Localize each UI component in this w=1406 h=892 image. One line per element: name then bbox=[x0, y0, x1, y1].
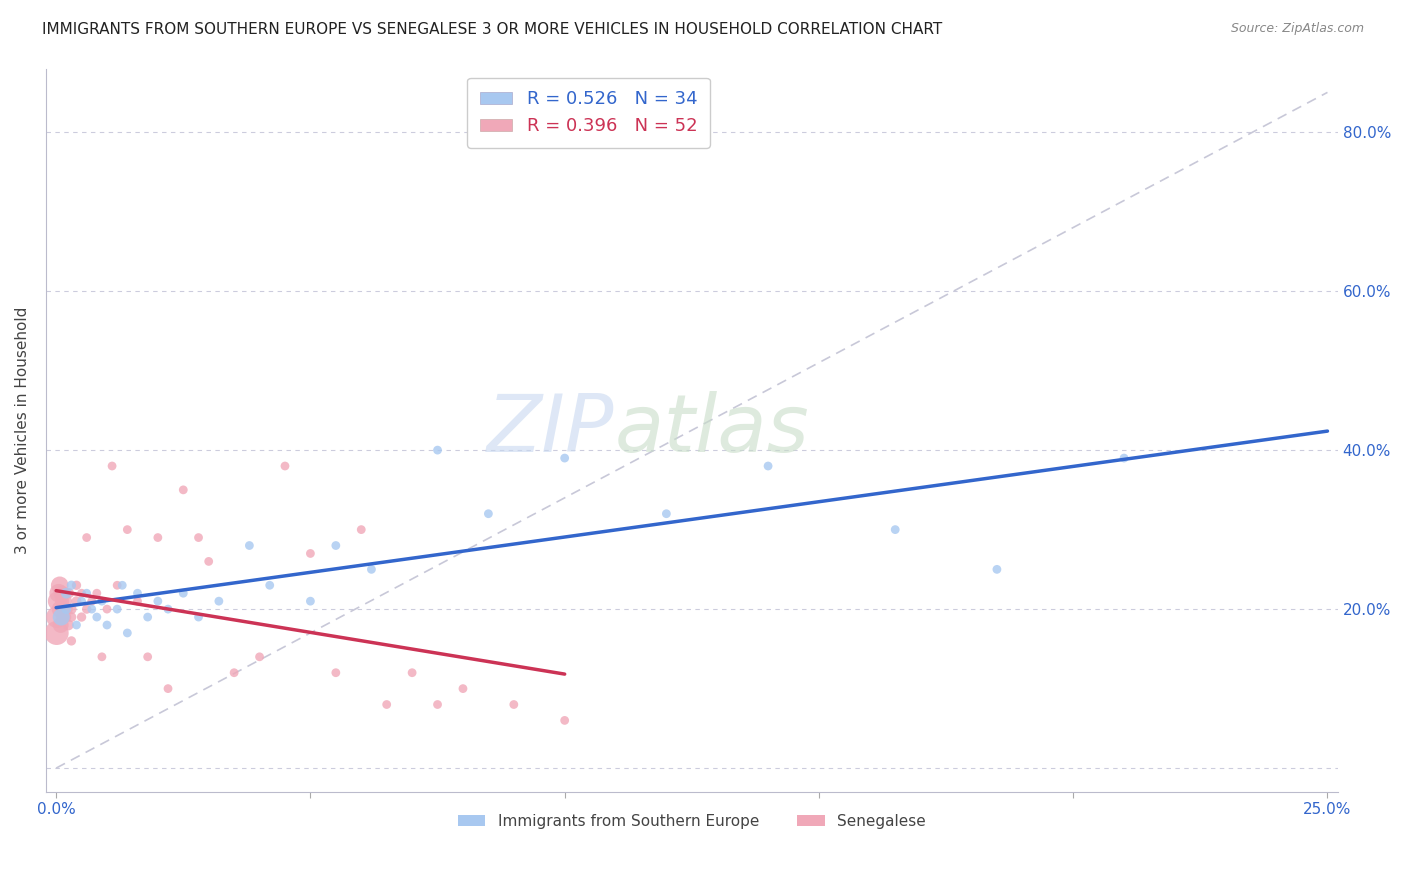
Point bbox=[274, 458, 297, 473]
Point bbox=[208, 594, 231, 608]
Point bbox=[375, 698, 398, 712]
Text: IMMIGRANTS FROM SOUTHERN EUROPE VS SENEGALESE 3 OR MORE VEHICLES IN HOUSEHOLD CO: IMMIGRANTS FROM SOUTHERN EUROPE VS SENEG… bbox=[42, 22, 942, 37]
Point bbox=[136, 649, 159, 664]
Point bbox=[259, 578, 281, 592]
Point bbox=[48, 586, 70, 600]
Point bbox=[76, 531, 98, 545]
Point bbox=[56, 602, 79, 616]
Y-axis label: 3 or more Vehicles in Household: 3 or more Vehicles in Household bbox=[15, 307, 30, 554]
Point bbox=[136, 610, 159, 624]
Point bbox=[90, 649, 112, 664]
Point bbox=[70, 586, 93, 600]
Point bbox=[53, 610, 76, 624]
Point bbox=[58, 586, 80, 600]
Point bbox=[60, 578, 83, 592]
Point bbox=[52, 610, 75, 624]
Point bbox=[127, 586, 149, 600]
Point bbox=[756, 458, 779, 473]
Point bbox=[238, 539, 260, 553]
Point bbox=[46, 610, 69, 624]
Legend: Immigrants from Southern Europe, Senegalese: Immigrants from Southern Europe, Senegal… bbox=[451, 808, 932, 835]
Point bbox=[325, 665, 347, 680]
Point bbox=[299, 546, 322, 560]
Point bbox=[51, 586, 73, 600]
Text: Source: ZipAtlas.com: Source: ZipAtlas.com bbox=[1230, 22, 1364, 36]
Point bbox=[172, 586, 194, 600]
Point bbox=[105, 602, 128, 616]
Point bbox=[65, 594, 87, 608]
Point bbox=[86, 610, 108, 624]
Point bbox=[65, 578, 87, 592]
Point bbox=[655, 507, 678, 521]
Point bbox=[48, 578, 70, 592]
Point bbox=[426, 443, 449, 458]
Point bbox=[884, 523, 907, 537]
Point bbox=[86, 586, 108, 600]
Point bbox=[477, 507, 499, 521]
Point bbox=[70, 594, 93, 608]
Point bbox=[76, 602, 98, 616]
Point bbox=[80, 602, 103, 616]
Point bbox=[1112, 451, 1135, 466]
Text: ZIP: ZIP bbox=[486, 392, 614, 469]
Point bbox=[325, 539, 347, 553]
Point bbox=[60, 634, 83, 648]
Point bbox=[51, 610, 73, 624]
Point bbox=[96, 602, 118, 616]
Point bbox=[117, 523, 139, 537]
Point bbox=[101, 458, 124, 473]
Point bbox=[426, 698, 449, 712]
Point bbox=[187, 531, 209, 545]
Text: atlas: atlas bbox=[614, 392, 808, 469]
Point bbox=[80, 594, 103, 608]
Point bbox=[146, 531, 169, 545]
Point bbox=[986, 562, 1008, 576]
Point bbox=[360, 562, 382, 576]
Point bbox=[70, 610, 93, 624]
Point bbox=[96, 618, 118, 632]
Point bbox=[172, 483, 194, 497]
Point bbox=[53, 586, 76, 600]
Point bbox=[45, 626, 67, 640]
Point bbox=[105, 578, 128, 592]
Point bbox=[350, 523, 373, 537]
Point bbox=[146, 594, 169, 608]
Point bbox=[554, 451, 576, 466]
Point bbox=[51, 594, 73, 608]
Point bbox=[58, 618, 80, 632]
Point bbox=[451, 681, 474, 696]
Point bbox=[65, 618, 87, 632]
Point bbox=[249, 649, 271, 664]
Point bbox=[117, 626, 139, 640]
Point bbox=[52, 602, 75, 616]
Point bbox=[76, 586, 98, 600]
Point bbox=[299, 594, 322, 608]
Point bbox=[157, 681, 180, 696]
Point bbox=[60, 602, 83, 616]
Point bbox=[187, 610, 209, 624]
Point bbox=[127, 594, 149, 608]
Point bbox=[502, 698, 524, 712]
Point bbox=[90, 594, 112, 608]
Point bbox=[55, 602, 77, 616]
Point bbox=[157, 602, 180, 616]
Point bbox=[197, 554, 219, 568]
Point bbox=[46, 594, 69, 608]
Point bbox=[401, 665, 423, 680]
Point bbox=[49, 602, 72, 616]
Point bbox=[60, 610, 83, 624]
Point bbox=[49, 618, 72, 632]
Point bbox=[554, 714, 576, 728]
Point bbox=[224, 665, 246, 680]
Point bbox=[111, 578, 134, 592]
Point bbox=[55, 594, 77, 608]
Point bbox=[55, 586, 77, 600]
